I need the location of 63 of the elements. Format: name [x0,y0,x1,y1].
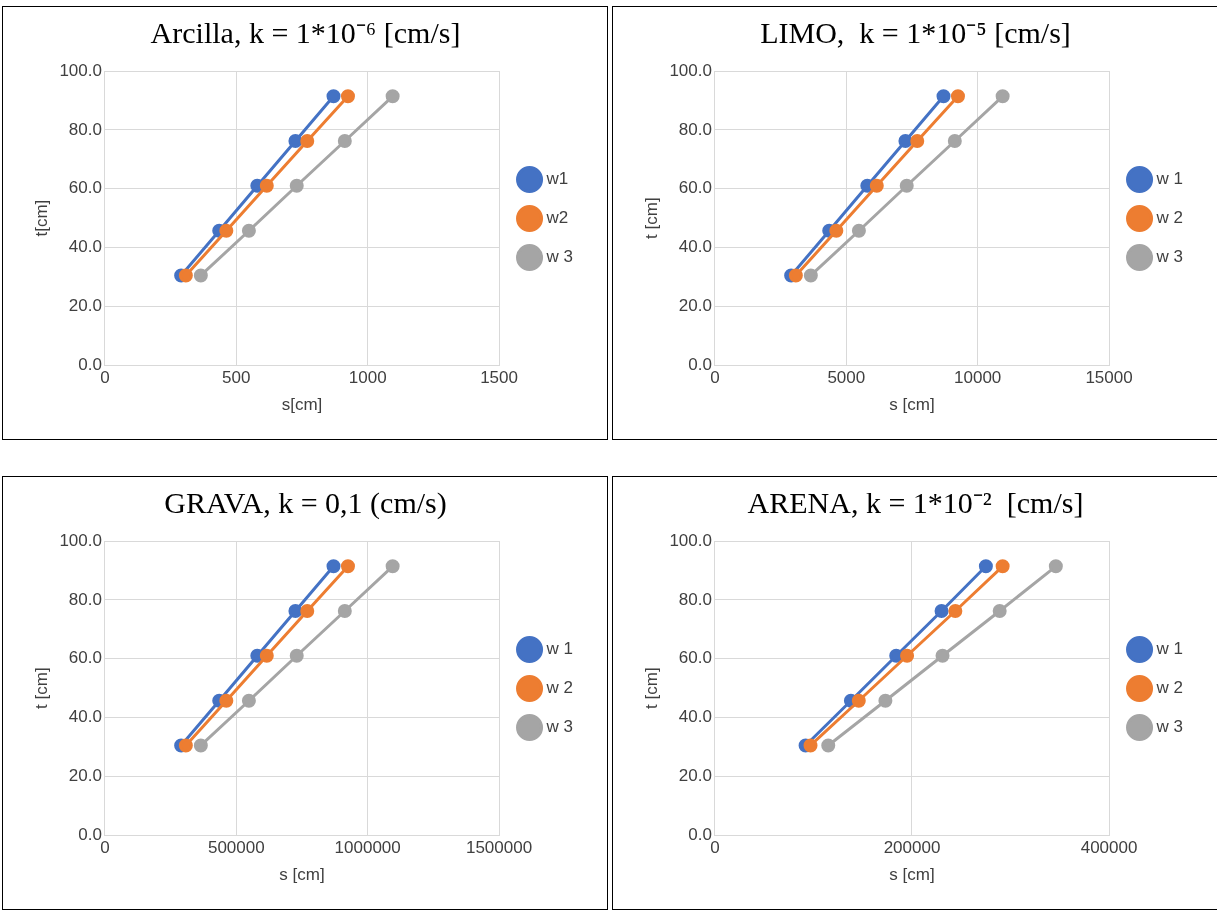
y-tick-label: 0.0 [78,354,102,374]
x-tick-label: 1000000 [334,838,401,858]
y-tick-label: 80.0 [678,589,712,609]
y-tick-label: 60.0 [68,178,102,198]
chart-title: ARENA, k = 1*10⁻² [cm/s] [747,485,1084,519]
legend-label: w 3 [545,247,574,267]
legend-label: w 2 [1155,678,1184,698]
y-tick-label: 80.0 [678,119,712,139]
y-axis-title: t [cm] [641,667,661,709]
y-tick-label: 80.0 [68,119,102,139]
x-tick-label: 0 [710,368,720,388]
legend-label: w 3 [545,717,574,737]
legend-label: w 3 [1155,247,1184,267]
x-tick-label: 0 [100,368,110,388]
x-tick-label: 10000 [954,368,1002,388]
y-tick-label: 40.0 [68,237,102,257]
y-tick-label: 20.0 [678,296,712,316]
x-tick-label: 400000 [1080,838,1138,858]
y-tick-label: 40.0 [68,707,102,727]
legend-label: w2 [545,208,569,228]
y-tick-label: 60.0 [68,648,102,668]
y-tick-label: 60.0 [678,648,712,668]
legend-label: w 1 [1155,639,1184,659]
x-tick-label: 0 [100,838,110,858]
y-tick-label: 20.0 [678,766,712,786]
y-tick-label: 100.0 [59,60,102,80]
chart-title: GRAVA, k = 0,1 (cm/s) [164,485,447,520]
x-tick-label: 500 [222,368,251,388]
legend-label: w 2 [545,678,574,698]
x-tick-label: 15000 [1085,368,1133,388]
y-axis-title: t [cm] [31,667,51,709]
y-tick-label: 20.0 [68,296,102,316]
y-tick-label: 80.0 [68,589,102,609]
chart-title: LIMO, k = 1*10⁻⁵ [cm/s] [760,15,1071,49]
y-tick-label: 100.0 [669,60,712,80]
y-tick-label: 40.0 [678,237,712,257]
legend-label: w 3 [1155,717,1184,737]
y-tick-label: 100.0 [669,530,712,550]
x-tick-label: 500000 [207,838,265,858]
y-tick-label: 100.0 [59,530,102,550]
x-tick-label: 200000 [883,838,941,858]
y-axis-title: t[cm] [31,199,51,237]
y-tick-label: 40.0 [678,707,712,727]
x-tick-label: 1000 [348,368,387,388]
legend-label: w 1 [1155,169,1184,189]
chart-title: Arcilla, k = 1*10⁻⁶ [cm/s] [150,15,461,49]
x-tick-label: 5000 [827,368,866,388]
legend-label: w 1 [545,639,574,659]
x-tick-label: 1500 [480,368,518,388]
x-axis-title: s[cm] [281,395,323,415]
y-tick-label: 20.0 [68,766,102,786]
x-axis-title: s [cm] [889,395,935,415]
y-tick-label: 0.0 [78,824,102,844]
x-axis-title: s [cm] [889,865,935,885]
legend-label: w1 [545,169,569,189]
y-tick-label: 0.0 [688,824,712,844]
x-tick-label: 1500000 [465,838,533,858]
y-tick-label: 0.0 [688,354,712,374]
y-axis-title: t [cm] [641,197,661,239]
legend-label: w 2 [1155,208,1184,228]
x-axis-title: s [cm] [279,865,325,885]
y-tick-label: 60.0 [678,178,712,198]
x-tick-label: 0 [710,838,720,858]
